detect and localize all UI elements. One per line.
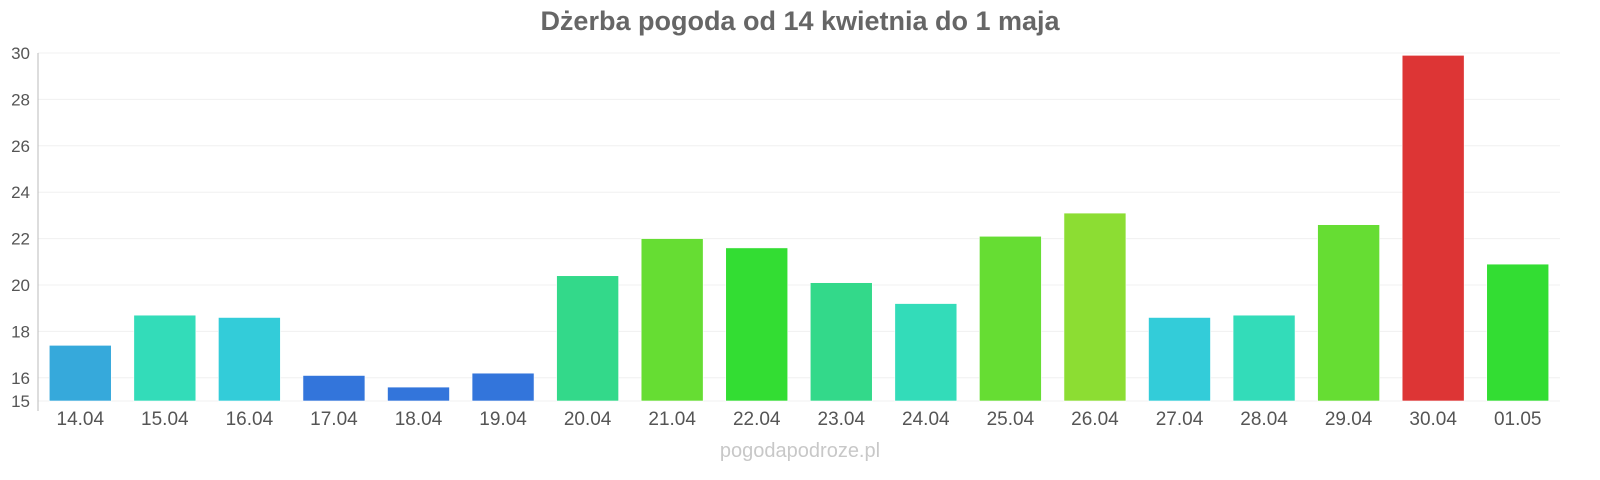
bar-15.04 bbox=[133, 314, 197, 402]
x-tick-label: 25.04 bbox=[987, 409, 1035, 430]
y-tick-label: 20 bbox=[11, 276, 30, 295]
bar-19.04 bbox=[471, 372, 535, 402]
bar-26.04 bbox=[1063, 212, 1127, 402]
y-tick-label: 30 bbox=[11, 44, 30, 63]
x-tick-label: 22.04 bbox=[733, 409, 781, 430]
x-tick-label: 14.04 bbox=[57, 409, 105, 430]
x-tick-label: 23.04 bbox=[818, 409, 866, 430]
bar-21.04 bbox=[640, 238, 704, 402]
bar-18.04 bbox=[387, 386, 450, 402]
bar-01.05 bbox=[1486, 263, 1550, 402]
x-tick-label: 15.04 bbox=[141, 409, 189, 430]
bar-14.04 bbox=[48, 345, 112, 402]
bar-23.04 bbox=[809, 282, 873, 402]
bar-27.04 bbox=[1148, 317, 1211, 402]
bar-20.04 bbox=[556, 275, 619, 402]
bar-16.04 bbox=[218, 317, 281, 402]
bar-29.04 bbox=[1317, 224, 1380, 402]
bar-24.04 bbox=[894, 303, 958, 402]
chart-title: Dżerba pogoda od 14 kwietnia do 1 maja bbox=[540, 6, 1060, 36]
x-tick-label: 21.04 bbox=[648, 409, 696, 430]
x-tick-label: 20.04 bbox=[564, 409, 612, 430]
bar-30.04 bbox=[1401, 55, 1465, 402]
y-tick-label: 15 bbox=[11, 392, 30, 411]
y-tick-label: 28 bbox=[11, 90, 30, 109]
y-tick-label: 24 bbox=[11, 183, 30, 202]
x-tick-label: 24.04 bbox=[902, 409, 950, 430]
x-tick-label: 16.04 bbox=[226, 409, 274, 430]
x-tick-label: 19.04 bbox=[479, 409, 527, 430]
y-tick-label: 18 bbox=[11, 322, 30, 341]
x-tick-label: 18.04 bbox=[395, 409, 443, 430]
bar-25.04 bbox=[979, 235, 1042, 402]
x-tick-label: 26.04 bbox=[1071, 409, 1119, 430]
y-tick-label: 22 bbox=[11, 230, 30, 249]
y-tick-label: 16 bbox=[11, 369, 30, 388]
x-tick-label: 29.04 bbox=[1325, 409, 1373, 430]
bar-22.04 bbox=[725, 247, 789, 402]
x-tick-label: 17.04 bbox=[310, 409, 358, 430]
watermark: pogodapodroze.pl bbox=[719, 440, 881, 462]
bar-28.04 bbox=[1232, 314, 1296, 402]
y-tick-label: 26 bbox=[11, 137, 30, 156]
bar-17.04 bbox=[302, 375, 366, 402]
x-tick-label: 30.04 bbox=[1409, 409, 1457, 430]
x-tick-label: 28.04 bbox=[1240, 409, 1288, 430]
x-tick-label: 01.05 bbox=[1494, 409, 1542, 430]
x-tick-label: 27.04 bbox=[1156, 409, 1204, 430]
